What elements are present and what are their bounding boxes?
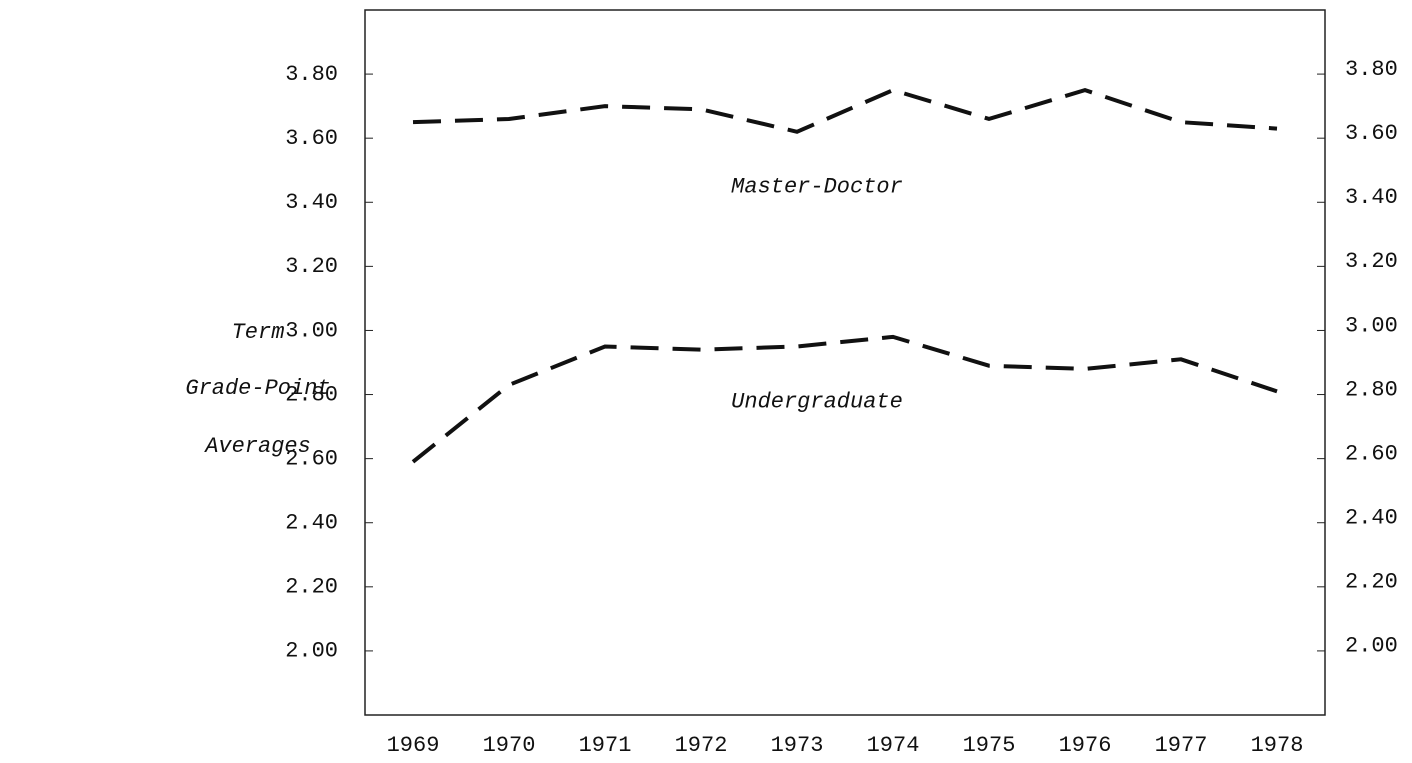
- y-tick-label: 2.60: [285, 446, 338, 471]
- series-annotation: Undergraduate: [731, 389, 903, 414]
- series-annotation: Master-Doctor: [731, 175, 903, 200]
- y2-tick-label: 2.20: [1345, 570, 1398, 595]
- y2-tick-label: 2.40: [1345, 506, 1398, 531]
- x-tick-label: 1975: [963, 733, 1016, 758]
- y-tick-label: 3.20: [285, 254, 338, 279]
- y-tick-label: 3.60: [285, 126, 338, 151]
- y2-tick-label: 2.60: [1345, 441, 1398, 466]
- y2-tick-label: 3.80: [1345, 57, 1398, 82]
- y2-tick-label: 3.00: [1345, 313, 1398, 338]
- y-tick-label: 3.80: [285, 62, 338, 87]
- y2-tick-label: 3.60: [1345, 121, 1398, 146]
- y-axis-label: Grade-Point: [185, 376, 330, 401]
- y2-tick-label: 3.40: [1345, 185, 1398, 210]
- x-tick-label: 1978: [1251, 733, 1304, 758]
- y-tick-label: 2.00: [285, 639, 338, 664]
- y-axis-label: Term: [232, 320, 285, 345]
- y-tick-label: 2.40: [285, 511, 338, 536]
- plot-frame: [364, 9, 1326, 716]
- y2-tick-label: 2.80: [1345, 377, 1398, 402]
- x-tick-label: 1976: [1059, 733, 1112, 758]
- data-line: [412, 87, 1278, 134]
- y-axis-label: Averages: [203, 434, 311, 459]
- x-tick-label: 1977: [1155, 733, 1208, 758]
- x-tick-label: 1969: [387, 733, 440, 758]
- y2-tick-label: 3.20: [1345, 249, 1398, 274]
- y-tick-label: 2.20: [285, 575, 338, 600]
- x-tick-label: 1970: [483, 733, 536, 758]
- y-tick-label: 3.00: [285, 318, 338, 343]
- y2-tick-label: 2.00: [1345, 634, 1398, 659]
- data-line: [411, 334, 1278, 464]
- x-tick-label: 1972: [675, 733, 728, 758]
- y-tick-label: 2.80: [285, 382, 338, 407]
- y-tick-label: 3.40: [285, 190, 338, 215]
- x-tick-label: 1973: [771, 733, 824, 758]
- x-tick-label: 1971: [579, 733, 632, 758]
- x-tick-label: 1974: [867, 733, 920, 758]
